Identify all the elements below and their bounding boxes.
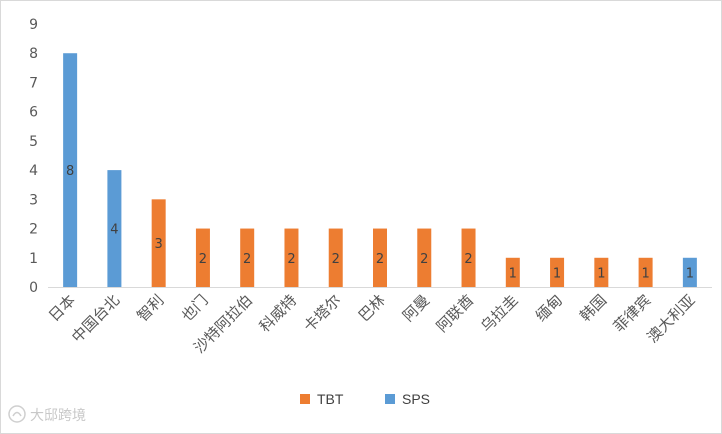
bar-tbt xyxy=(373,228,387,287)
legend-swatch-sps xyxy=(385,394,395,404)
data-label: 1 xyxy=(641,266,649,281)
bar-tbt xyxy=(284,228,299,287)
bar-tbt xyxy=(417,228,432,287)
legend-swatch-tbt xyxy=(300,394,310,404)
y-tick-label: 1 xyxy=(29,251,38,267)
y-axis: 0 1 2 3 4 5 6 7 8 9 xyxy=(29,17,38,296)
x-tick-label: 韩国 xyxy=(576,291,610,325)
data-label: 3 xyxy=(155,237,163,252)
bar-tbt xyxy=(151,199,166,287)
x-tick-label: 科威特 xyxy=(256,291,301,336)
y-tick-label: 4 xyxy=(29,163,38,179)
x-tick-label: 也门 xyxy=(178,291,212,325)
x-tick-label: 澳大利亚 xyxy=(644,291,699,346)
watermark-logo-icon xyxy=(8,405,26,423)
data-label: 2 xyxy=(376,252,384,267)
data-label: 1 xyxy=(553,266,561,281)
bar-tbt xyxy=(461,228,476,287)
data-label: 2 xyxy=(243,252,251,267)
watermark-text: 大邸跨境 xyxy=(30,408,86,424)
bar-tbt xyxy=(594,257,609,287)
bar-sps xyxy=(107,170,122,287)
bar-tbt xyxy=(505,257,520,287)
data-label: 1 xyxy=(686,266,694,281)
y-tick-label: 6 xyxy=(29,105,38,121)
data-label: 4 xyxy=(110,223,118,238)
x-tick-label: 智利 xyxy=(134,291,168,325)
data-label: 2 xyxy=(287,252,295,267)
data-label: 2 xyxy=(464,252,472,267)
legend: TBT SPS xyxy=(300,391,430,407)
data-label: 2 xyxy=(420,252,428,267)
bar-sps xyxy=(63,53,78,287)
bar-sps xyxy=(682,257,697,287)
y-tick-label: 8 xyxy=(29,46,38,62)
bar-tbt xyxy=(240,228,255,287)
data-label: 2 xyxy=(199,252,207,267)
x-tick-label: 缅甸 xyxy=(532,291,566,325)
y-tick-label: 3 xyxy=(29,192,38,208)
bar-tbt xyxy=(550,257,565,287)
x-tick-label: 巴林 xyxy=(355,291,389,325)
bar-tbt xyxy=(328,228,343,287)
x-tick-label: 阿曼 xyxy=(399,291,433,325)
data-label: 8 xyxy=(66,164,74,179)
data-label: 1 xyxy=(597,266,605,281)
y-tick-label: 7 xyxy=(29,75,38,91)
y-tick-label: 5 xyxy=(29,134,38,150)
y-tick-label: 2 xyxy=(29,222,38,238)
bar-tbt xyxy=(638,257,653,287)
data-label: 2 xyxy=(332,252,340,267)
x-tick-label: 中国台北 xyxy=(68,291,123,346)
x-tick-label: 日本 xyxy=(45,291,79,325)
y-tick-label: 0 xyxy=(29,280,38,296)
bar-tbt xyxy=(195,228,210,287)
bars: 8 4 3 2 2 2 2 2 2 2 1 1 1 1 1 xyxy=(63,53,697,287)
legend-label-tbt: TBT xyxy=(317,391,344,407)
x-tick-label: 卡塔尔 xyxy=(300,291,345,336)
y-tick-label: 9 xyxy=(29,17,38,33)
data-label: 1 xyxy=(509,266,517,281)
x-tick-label: 乌拉圭 xyxy=(477,291,522,336)
watermark: 大邸跨境 xyxy=(8,405,86,424)
legend-label-sps: SPS xyxy=(402,391,430,407)
x-tick-label: 阿联酋 xyxy=(433,291,478,336)
